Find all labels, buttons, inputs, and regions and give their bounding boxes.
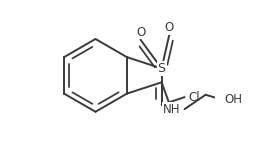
Text: S: S — [158, 62, 166, 75]
Text: OH: OH — [225, 93, 243, 106]
Text: NH: NH — [163, 103, 180, 116]
Text: O: O — [165, 21, 174, 34]
Text: Cl: Cl — [188, 91, 200, 104]
Text: O: O — [136, 26, 145, 39]
